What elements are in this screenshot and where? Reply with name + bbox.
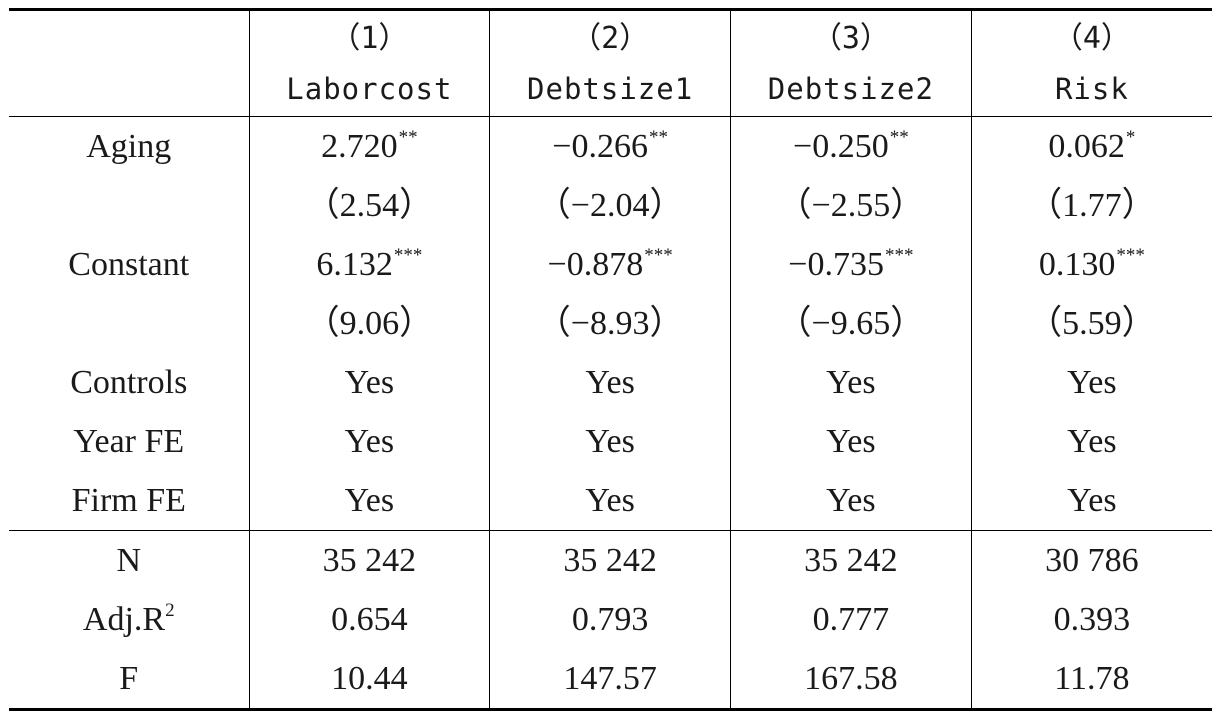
significance-stars: ***: [393, 245, 423, 266]
row-f: F 10.44 147.57 167.58 11.78: [9, 649, 1212, 710]
value-cell: 0.793: [489, 590, 731, 649]
regression-table: （1） （2） （3） （4） Laborcost Debtsize1 Debt…: [9, 8, 1212, 711]
row-controls: Controls Yes Yes Yes Yes: [9, 353, 1212, 412]
value-cell: Yes: [970, 471, 1212, 531]
row-label-superscript: 2: [165, 600, 175, 621]
coef-cell: −0.266**: [489, 116, 731, 176]
significance-stars: ***: [884, 245, 914, 266]
value-cell: 35 242: [489, 530, 731, 590]
value-cell: 30 786: [970, 530, 1212, 590]
row-adj-r2: Adj.R2 0.654 0.793 0.777 0.393: [9, 590, 1212, 649]
row-label-cell: Adj.R2: [9, 590, 249, 649]
header-name: Risk: [970, 62, 1212, 117]
value-cell: Yes: [489, 353, 731, 412]
value-cell: Yes: [489, 412, 731, 471]
coef-value: 0.062: [1048, 128, 1125, 165]
tstat-cell: （2.54）: [248, 176, 490, 235]
header-name: Debtsize2: [730, 62, 972, 117]
tstat-cell: （5.59）: [970, 294, 1212, 353]
tstat-cell: （−2.55）: [730, 176, 972, 235]
value-cell: 35 242: [730, 530, 972, 590]
coef-cell: −0.735***: [730, 235, 972, 294]
row-label: Aging: [9, 116, 249, 176]
row-label: Controls: [70, 364, 188, 401]
value-cell: Yes: [730, 412, 972, 471]
tstat-cell: （−9.65）: [730, 294, 972, 353]
significance-stars: *: [1125, 127, 1136, 148]
coef-value: −0.735: [788, 246, 884, 283]
value-cell: 0.654: [248, 590, 490, 649]
tstat-cell: （−2.04）: [489, 176, 731, 235]
header-row-numbers: （1） （2） （3） （4）: [9, 9, 1212, 63]
header-blank: [9, 62, 249, 117]
value-cell: 0.393: [970, 590, 1212, 649]
coef-cell: 0.130***: [970, 235, 1212, 294]
significance-stars: ***: [1116, 245, 1145, 266]
coef-value: 2.720: [321, 128, 398, 165]
coef-cell: 0.062*: [970, 116, 1212, 176]
row-label: Constant: [68, 246, 190, 283]
coef-cell: −0.250**: [730, 116, 972, 176]
row-aging: Aging 2.720** −0.266** −0.250** 0.062*: [9, 116, 1212, 176]
value-cell: 10.44: [248, 649, 490, 710]
tstat-cell: （−8.93）: [489, 294, 731, 353]
value-cell: Yes: [730, 471, 972, 531]
header-number: （2）: [489, 9, 731, 62]
value-cell: Yes: [730, 353, 972, 412]
value-cell: 147.57: [489, 649, 731, 710]
row-label: N: [9, 530, 249, 590]
row-firm-fe: Firm FE Yes Yes Yes Yes: [9, 471, 1212, 531]
row-label: Adj.R: [82, 601, 166, 638]
value-cell: Yes: [970, 412, 1212, 471]
header-row-names: Laborcost Debtsize1 Debtsize2 Risk: [9, 62, 1212, 117]
coef-value: −0.266: [552, 128, 648, 165]
header-blank: [9, 10, 249, 63]
header-number: （3）: [730, 9, 972, 62]
significance-stars: **: [398, 127, 418, 148]
row-label: Year FE: [73, 423, 185, 460]
row-label-blank: [9, 176, 249, 235]
row-n: N 35 242 35 242 35 242 30 786: [9, 530, 1212, 590]
tstat-cell: （1.77）: [970, 176, 1212, 235]
value-cell: 0.777: [730, 590, 972, 649]
row-aging-tstat: （2.54） （−2.04） （−2.55） （1.77）: [9, 176, 1212, 235]
header-name: Laborcost: [248, 62, 490, 117]
significance-stars: **: [648, 127, 668, 148]
value-cell: Yes: [248, 471, 490, 531]
row-label: Firm FE: [71, 482, 186, 519]
coef-value: 6.132: [316, 246, 393, 283]
value-cell: 167.58: [730, 649, 972, 710]
value-cell: 35 242: [248, 530, 490, 590]
significance-stars: ***: [644, 245, 673, 266]
value-cell: Yes: [248, 412, 490, 471]
row-year-fe: Year FE Yes Yes Yes Yes: [9, 412, 1212, 471]
significance-stars: **: [889, 127, 909, 148]
header-number: （4）: [970, 9, 1212, 62]
value-cell: Yes: [970, 353, 1212, 412]
coef-value: −0.878: [547, 246, 644, 283]
row-constant-tstat: （9.06） （−8.93） （−9.65） （5.59）: [9, 294, 1212, 353]
row-label: F: [119, 660, 139, 697]
value-cell: Yes: [489, 471, 731, 531]
row-label-blank: [9, 294, 249, 353]
header-number: （1）: [248, 9, 490, 62]
coef-cell: 6.132***: [248, 235, 490, 294]
value-cell: Yes: [248, 353, 490, 412]
value-cell: 11.78: [970, 649, 1212, 710]
coef-cell: −0.878***: [489, 235, 731, 294]
tstat-cell: （9.06）: [248, 294, 490, 353]
coef-cell: 2.720**: [248, 116, 490, 176]
header-name: Debtsize1: [489, 62, 731, 117]
coef-value: −0.250: [793, 128, 889, 165]
coef-value: 0.130: [1038, 246, 1116, 283]
row-constant: Constant 6.132*** −0.878*** −0.735*** 0.…: [9, 235, 1212, 294]
